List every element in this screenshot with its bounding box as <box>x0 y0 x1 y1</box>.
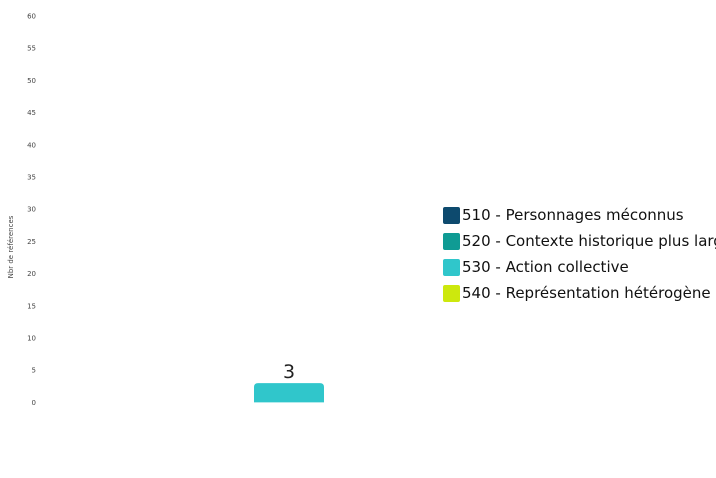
legend-label-510: 510 - Personnages méconnus <box>462 206 684 224</box>
bars: 3 <box>254 361 324 403</box>
y-tick-5: 5 <box>32 367 36 375</box>
bar-3[interactable] <box>254 383 324 403</box>
y-axis-label: Nbr de références <box>7 215 15 278</box>
y-tick-50: 50 <box>27 77 36 85</box>
legend-label-520: 520 - Contexte historique plus large <box>462 232 716 250</box>
y-tick-10: 10 <box>27 335 36 343</box>
y-tick-20: 20 <box>27 270 36 278</box>
legend-label-540: 540 - Représentation hétérogène <box>462 284 711 302</box>
y-tick-25: 25 <box>27 238 36 246</box>
y-tick-35: 35 <box>27 174 36 182</box>
legend-swatch-540 <box>443 284 460 302</box>
legend-label-530: 530 - Action collective <box>462 258 629 276</box>
y-tick-15: 15 <box>27 302 36 310</box>
y-tick-30: 30 <box>27 206 36 214</box>
legend-item-530[interactable]: 530 - Action collective <box>443 254 716 280</box>
legend-item-520[interactable]: 520 - Contexte historique plus large <box>443 228 716 254</box>
legend: 510 - Personnages méconnus 520 - Context… <box>443 202 716 306</box>
y-axis: 0 5 10 15 20 25 30 35 40 45 50 55 60 <box>27 13 36 407</box>
legend-swatch-510 <box>443 206 460 224</box>
y-tick-40: 40 <box>27 141 36 149</box>
legend-item-510[interactable]: 510 - Personnages méconnus <box>443 202 716 228</box>
y-tick-60: 60 <box>27 13 36 21</box>
bar-3-data-label: 3 <box>283 361 295 383</box>
y-tick-55: 55 <box>27 45 36 53</box>
legend-swatch-520 <box>443 232 460 250</box>
y-tick-45: 45 <box>27 109 36 117</box>
y-tick-0: 0 <box>32 399 36 407</box>
legend-item-540[interactable]: 540 - Représentation hétérogène <box>443 280 716 306</box>
legend-swatch-530 <box>443 258 460 276</box>
